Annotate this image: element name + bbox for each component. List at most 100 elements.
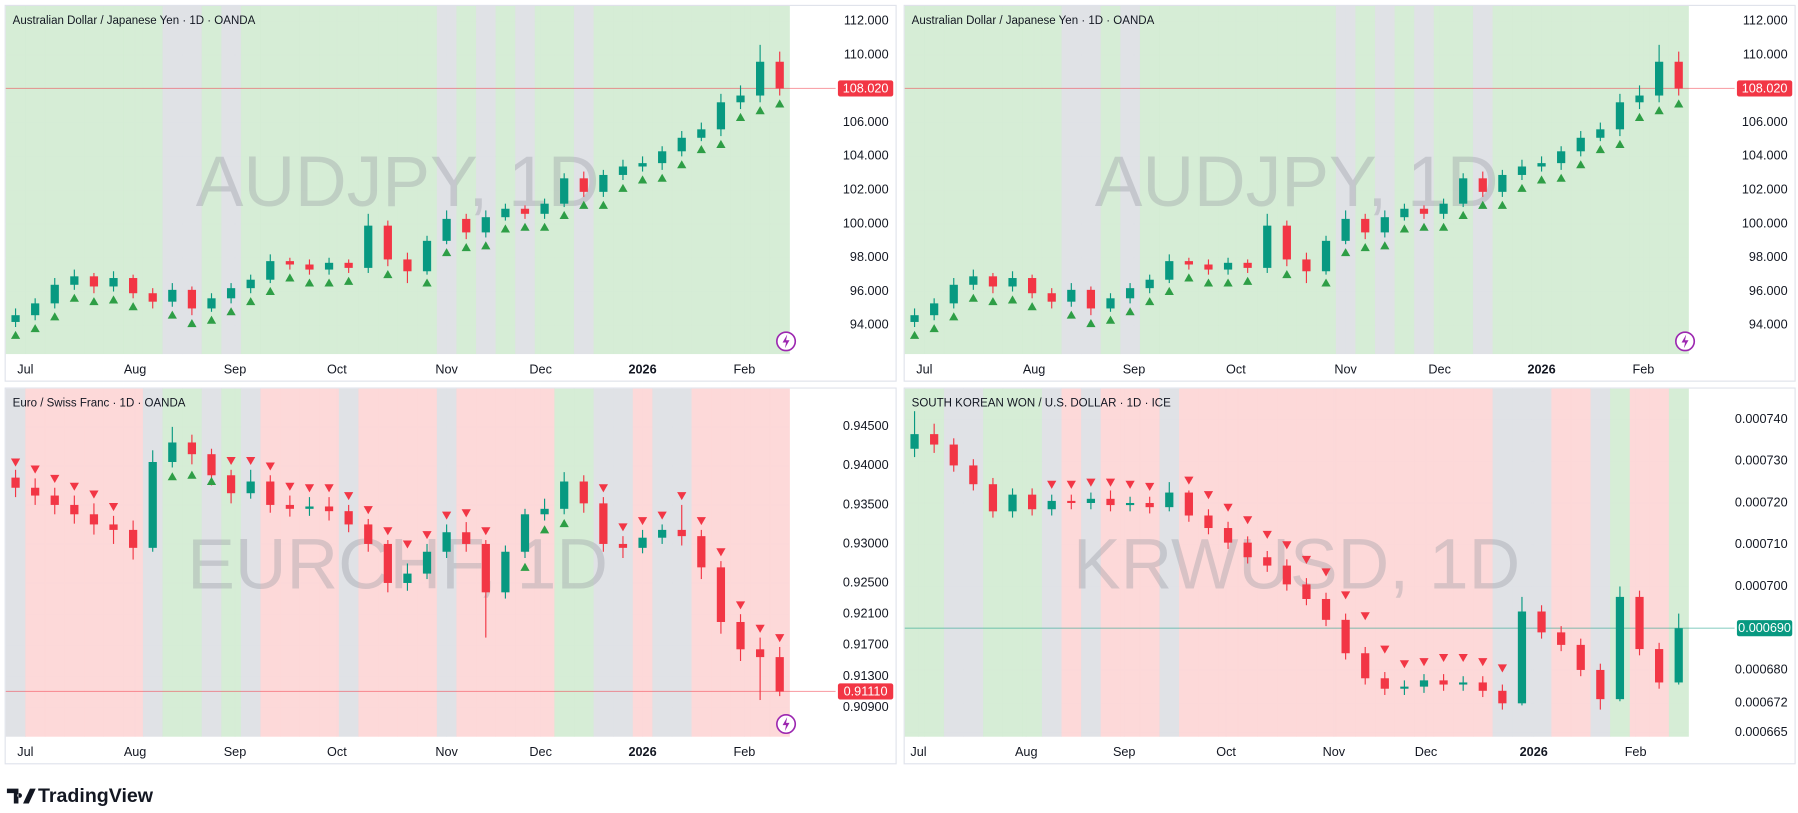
candle-body [697, 536, 706, 568]
regime-background [1590, 5, 1611, 355]
candle-body [442, 532, 451, 552]
regime-background [182, 5, 203, 355]
bolt-icon[interactable] [1675, 331, 1696, 352]
regime-background [983, 388, 1004, 737]
buy-signal [1654, 106, 1664, 115]
regime-background [1041, 5, 1062, 355]
y-tick-label: 102.000 [843, 183, 889, 197]
x-tick-label: Dec [1428, 363, 1451, 377]
regime-background [84, 5, 105, 355]
candle-body [1361, 218, 1370, 233]
candle-body [1184, 492, 1193, 516]
candle-body [1615, 596, 1625, 700]
buy-signal [1145, 297, 1155, 306]
buy-signal [968, 293, 978, 302]
regime-background [1355, 388, 1376, 737]
y-tick-label: 98.000 [850, 250, 889, 264]
candle-body [1674, 628, 1683, 683]
x-tick-label: Oct [1226, 363, 1246, 377]
sell-signal [755, 624, 765, 633]
regime-background [123, 388, 144, 737]
x-tick-label: Dec [529, 363, 552, 377]
candle-body [1635, 95, 1644, 103]
sell-signal [1262, 530, 1272, 539]
bolt-icon[interactable] [776, 331, 797, 352]
regime-background [299, 388, 320, 737]
candle-body [949, 444, 958, 466]
sell-signal [69, 482, 79, 491]
brand-logo[interactable]: TradingView [6, 785, 154, 807]
regime-background [1179, 388, 1200, 737]
candle-body [1459, 682, 1468, 685]
candle-body [1655, 61, 1664, 96]
candle-body [1125, 502, 1135, 506]
candle-body [501, 208, 510, 218]
buy-signal [1223, 278, 1233, 287]
regime-background [44, 5, 65, 355]
candle-body [910, 434, 919, 449]
candle-body [285, 261, 294, 265]
candle-body [1028, 278, 1037, 294]
brand-name: TradingView [38, 785, 154, 807]
candle-body [1576, 137, 1585, 152]
candle-body [618, 166, 628, 175]
regime-background [1629, 388, 1650, 737]
regime-background [671, 388, 692, 737]
y-tick-label: 0.000672 [1735, 696, 1788, 710]
regime-background [103, 388, 124, 737]
candle-body [520, 514, 530, 552]
regime-background [1610, 5, 1631, 355]
y-tick-label: 102.000 [1742, 183, 1788, 197]
candle-body [1067, 289, 1076, 302]
sell-signal [1380, 645, 1390, 654]
regime-background [456, 5, 477, 355]
buy-signal [696, 144, 706, 154]
regime-background [64, 5, 85, 355]
candle-body [187, 442, 197, 455]
y-tick-label: 104.000 [843, 149, 889, 163]
candle-body [129, 529, 138, 548]
buy-signal [226, 307, 236, 316]
regime-background [436, 388, 457, 737]
regime-background [338, 388, 359, 737]
regime-background [1668, 5, 1689, 355]
candle-body [1341, 218, 1350, 241]
y-tick-label: 0.94000 [843, 458, 889, 472]
candle-body [70, 504, 79, 515]
bolt-icon[interactable] [776, 714, 797, 735]
regime-background [221, 5, 242, 355]
buy-signal [344, 276, 354, 285]
regime-background [1002, 5, 1023, 355]
regime-background [1198, 5, 1219, 355]
candle-body [775, 61, 784, 89]
buy-signal [128, 302, 138, 311]
regime-background [240, 5, 261, 355]
y-tick-label: 104.000 [1742, 149, 1788, 163]
regime-background [1120, 5, 1141, 355]
regime-background [1179, 5, 1200, 355]
regime-background [103, 5, 124, 355]
regime-background [730, 388, 751, 737]
buy-signal [1282, 270, 1292, 279]
sell-signal [324, 484, 334, 493]
y-tick-label: 96.000 [850, 284, 889, 298]
sell-signal [1066, 480, 1076, 489]
buy-signal [167, 472, 177, 481]
y-tick-label: 112.000 [844, 14, 889, 28]
buy-signal [187, 319, 197, 328]
candle-body [11, 477, 20, 488]
regime-background [769, 5, 790, 355]
regime-background [534, 388, 555, 737]
sell-signal [30, 465, 40, 474]
candle-body [266, 261, 275, 280]
sell-signal [1497, 664, 1507, 673]
candle-body [579, 178, 588, 192]
regime-background [1316, 5, 1337, 355]
candle-body [383, 543, 392, 583]
y-tick-label: 0.92500 [843, 575, 889, 589]
y-tick-label: 0.93500 [843, 497, 889, 511]
x-tick-label: 2026 [628, 363, 656, 377]
candle-body [1400, 686, 1409, 689]
sell-signal [637, 517, 648, 526]
y-tick-label: 98.000 [1749, 250, 1788, 264]
